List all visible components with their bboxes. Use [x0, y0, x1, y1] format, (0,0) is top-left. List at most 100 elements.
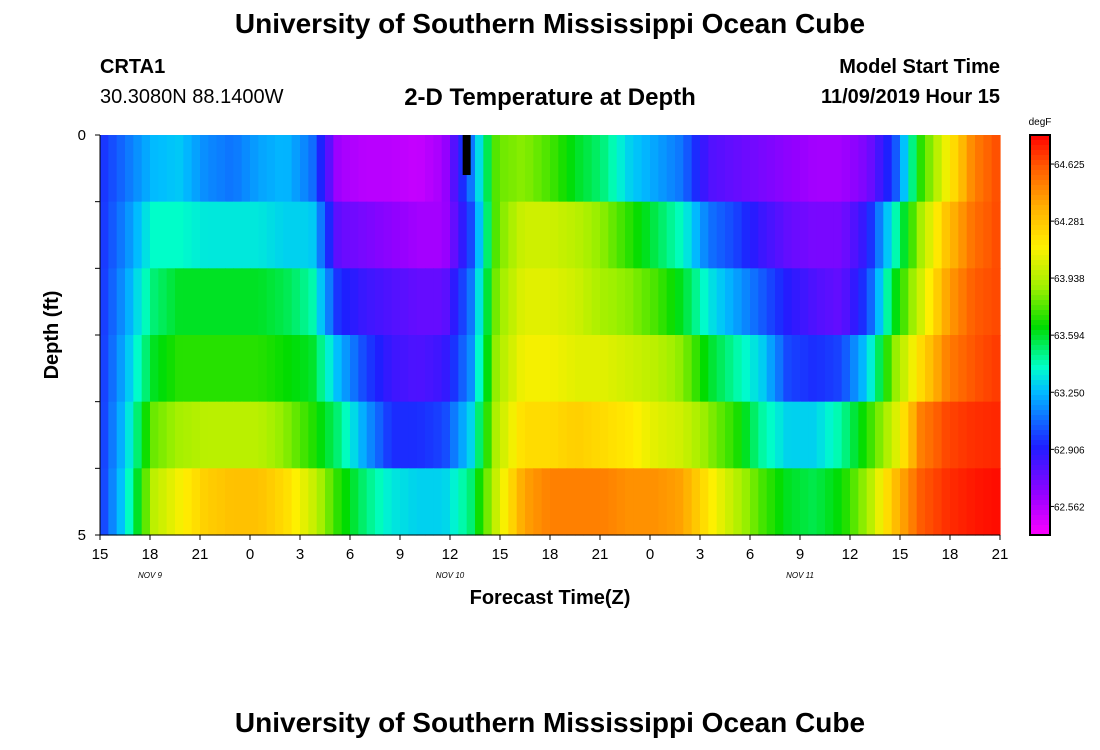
heatmap-cell [483, 201, 493, 269]
heatmap-cell [741, 468, 751, 536]
heatmap-cell [616, 135, 626, 203]
heatmap-cell [666, 335, 676, 403]
colorbar-segment [1030, 210, 1050, 216]
heatmap-cell [108, 135, 118, 203]
heatmap-cell [500, 135, 509, 203]
heatmap-cell [816, 468, 826, 536]
colorbar-segment [1030, 175, 1050, 181]
heatmap-cell [766, 135, 776, 203]
heatmap-cell [850, 201, 859, 269]
heatmap-cell [675, 401, 684, 469]
heatmap-cell [316, 268, 326, 336]
colorbar-segment [1030, 410, 1050, 416]
heatmap-cell [300, 335, 309, 403]
heatmap-cell [241, 468, 251, 536]
heatmap-cell [850, 335, 859, 403]
heatmap-cell [758, 468, 768, 536]
heatmap-cell [200, 135, 209, 203]
heatmap-cell [558, 201, 568, 269]
heatmap-cell [116, 135, 126, 203]
heatmap-cell [391, 201, 401, 269]
heatmap-cell [608, 135, 618, 203]
heatmap-cell [291, 401, 301, 469]
heatmap-cell [566, 401, 576, 469]
heatmap-cell [791, 268, 801, 336]
heatmap-cell [541, 201, 551, 269]
heatmap-cell [441, 201, 451, 269]
heatmap-cell [533, 401, 543, 469]
heatmap-cell [741, 401, 751, 469]
heatmap-cell [558, 268, 568, 336]
heatmap-cell [975, 268, 984, 336]
heatmap-cell [508, 335, 518, 403]
heatmap-cell [933, 401, 943, 469]
heatmap-cell [150, 468, 159, 536]
x-axis-title: Forecast Time(Z) [470, 587, 631, 609]
heatmap-cell [416, 401, 426, 469]
x-tick-label: 3 [296, 546, 304, 563]
x-tick-label: 18 [942, 546, 959, 563]
heatmap-cell [583, 335, 593, 403]
heatmap-cell [500, 468, 509, 536]
heatmap-cell [325, 135, 334, 203]
heatmap-cell [958, 335, 968, 403]
heatmap-cell [858, 335, 868, 403]
heatmap-cell [675, 268, 684, 336]
heatmap-cell [116, 201, 126, 269]
heatmap-cell [441, 335, 451, 403]
heatmap-cell [891, 401, 901, 469]
heatmap-cell [941, 401, 951, 469]
heatmap-cell [950, 135, 959, 203]
heatmap-cell [841, 335, 851, 403]
heatmap-cell [750, 135, 759, 203]
heatmap-cell [491, 401, 501, 469]
station-coordinates: 30.3080N 88.1400W [100, 86, 284, 108]
heatmap-cell [491, 135, 501, 203]
heatmap-cell [766, 335, 776, 403]
heatmap-cell [908, 401, 918, 469]
heatmap-cell [233, 135, 243, 203]
heatmap-cell [333, 401, 343, 469]
heatmap-cell [916, 268, 926, 336]
heatmap-cell [808, 468, 818, 536]
heatmap-cell [591, 135, 601, 203]
heatmap-cell [283, 201, 293, 269]
heatmap-cell [266, 268, 276, 336]
colorbar-segment [1030, 320, 1050, 326]
heatmap-cell [341, 268, 351, 336]
heatmap-cell [375, 401, 384, 469]
heatmap-cell [858, 401, 868, 469]
heatmap-cell [983, 268, 993, 336]
heatmap-cell [775, 468, 784, 536]
heatmap-cell [725, 335, 734, 403]
x-tick-label: 6 [346, 546, 354, 563]
heatmap-cell [541, 268, 551, 336]
y-tick-label: 0 [78, 127, 86, 144]
heatmap-cell [508, 268, 518, 336]
heatmap-cell [466, 135, 476, 203]
colorbar-segment [1030, 500, 1050, 506]
heatmap-cell [875, 468, 884, 536]
heatmap-cell [575, 201, 584, 269]
heatmap-cell [333, 468, 343, 536]
heatmap-cell [125, 401, 134, 469]
heatmap-cell [258, 401, 268, 469]
heatmap-cell [208, 201, 218, 269]
heatmap-cell [100, 468, 109, 536]
heatmap-cell [466, 335, 476, 403]
heatmap-cell [583, 401, 593, 469]
colorbar-segment [1030, 345, 1050, 351]
heatmap-cell [841, 268, 851, 336]
heatmap-cell [966, 468, 976, 536]
x-tick-label: 12 [442, 546, 459, 563]
colorbar-segment [1030, 395, 1050, 401]
colorbar-segment [1030, 365, 1050, 371]
heatmap-cell [200, 268, 209, 336]
heatmap-cell [375, 135, 384, 203]
heatmap-cell [400, 201, 409, 269]
heatmap-cell [900, 268, 909, 336]
colorbar-segment [1030, 300, 1050, 306]
colorbar-segment [1030, 265, 1050, 271]
colorbar-segment [1030, 405, 1050, 411]
heatmap-cell [441, 135, 451, 203]
